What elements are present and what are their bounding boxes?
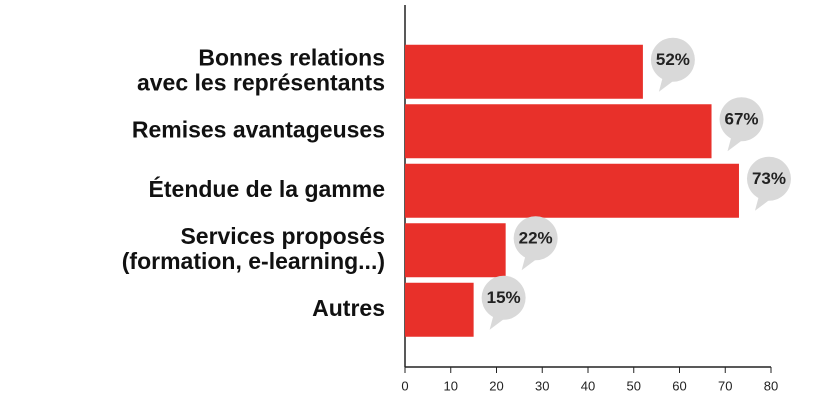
value-label: 15% — [487, 288, 521, 307]
value-label: 73% — [752, 169, 786, 188]
x-tick-label: 70 — [718, 378, 732, 393]
value-label: 67% — [725, 110, 759, 129]
bar — [405, 282, 474, 337]
x-tick-label: 50 — [627, 378, 641, 393]
category-label: avec les représentants — [137, 69, 385, 95]
value-label: 52% — [656, 50, 690, 69]
category-label: Remises avantageuses — [132, 116, 385, 142]
label-bubble — [481, 275, 526, 320]
category-label: (formation, e-learning...) — [122, 248, 385, 274]
category-label: Étendue de la gamme — [149, 175, 385, 202]
bar — [405, 163, 739, 218]
category-label: Services proposés — [180, 223, 385, 249]
x-tick-label: 60 — [672, 378, 686, 393]
bar — [405, 104, 712, 159]
bar — [405, 44, 643, 99]
x-tick-label: 30 — [535, 378, 549, 393]
x-tick-label: 80 — [764, 378, 778, 393]
x-tick-label: 20 — [489, 378, 503, 393]
category-label: Bonnes relations — [198, 44, 385, 70]
x-tick-label: 40 — [581, 378, 595, 393]
x-tick-label: 0 — [401, 378, 408, 393]
x-tick-label: 10 — [444, 378, 458, 393]
label-bubble — [513, 216, 558, 261]
label-bubble — [746, 156, 791, 201]
label-bubble — [719, 97, 764, 142]
label-bubble — [650, 37, 695, 82]
bar — [405, 223, 506, 278]
category-label: Autres — [312, 295, 385, 321]
value-label: 22% — [519, 229, 553, 248]
